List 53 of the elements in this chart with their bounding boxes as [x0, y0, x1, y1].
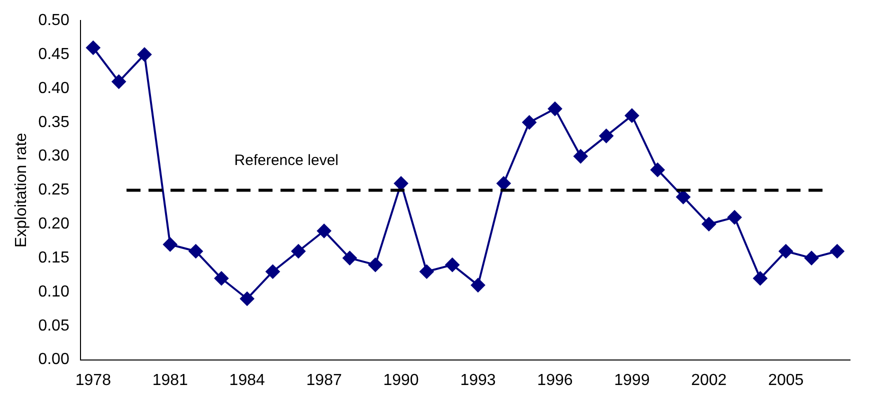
point	[188, 244, 203, 258]
x-tick-label: 1996	[537, 372, 573, 389]
point	[702, 217, 716, 232]
y-tick-label: 0.40	[38, 80, 70, 97]
point	[804, 251, 819, 266]
point	[394, 176, 408, 190]
point	[676, 190, 690, 204]
point	[650, 162, 665, 177]
point	[830, 244, 844, 258]
x-tick-label: 2005	[768, 372, 804, 389]
point	[317, 224, 332, 238]
point	[522, 115, 536, 130]
point	[599, 128, 614, 143]
y-tick-label: 0.05	[38, 317, 70, 334]
y-axis-title: Exploitation rate	[13, 132, 30, 248]
ref-line-label: Reference level	[234, 152, 339, 169]
y-tick-label: 0.10	[38, 283, 70, 300]
point	[266, 264, 280, 279]
y-tick-label: 0.45	[38, 46, 70, 63]
point	[112, 74, 126, 89]
y-tick-label: 0.15	[38, 249, 70, 266]
point	[420, 264, 434, 279]
y-tick-label: 0.20	[38, 216, 70, 233]
point	[214, 271, 228, 286]
x-tick-label: 1987	[306, 372, 342, 389]
point	[163, 237, 178, 252]
point	[240, 292, 254, 306]
y-tick-label: 0.35	[38, 114, 70, 131]
x-tick-label: 1978	[75, 372, 112, 389]
point	[496, 176, 511, 190]
point	[445, 258, 460, 272]
point	[574, 149, 588, 164]
y-tick-label: 0.00	[38, 351, 70, 368]
point	[368, 258, 382, 272]
x-tick-label: 1990	[383, 372, 419, 389]
point	[548, 102, 562, 116]
point	[291, 244, 306, 258]
y-tick-label: 0.30	[38, 148, 70, 165]
x-tick-label: 1984	[229, 372, 265, 389]
point	[86, 40, 100, 55]
point	[471, 278, 485, 292]
point	[624, 108, 639, 123]
point	[778, 244, 793, 258]
point	[753, 271, 768, 286]
x-tick-label: 1981	[152, 372, 188, 389]
point	[342, 251, 357, 266]
y-tick-label: 0.25	[38, 182, 70, 199]
x-tick-label: 1999	[614, 372, 650, 389]
point	[728, 210, 742, 224]
x-tick-label: 2002	[691, 372, 727, 389]
point	[137, 48, 152, 62]
x-tick-label: 1993	[460, 372, 496, 389]
y-tick-label: 0.50	[38, 12, 70, 30]
